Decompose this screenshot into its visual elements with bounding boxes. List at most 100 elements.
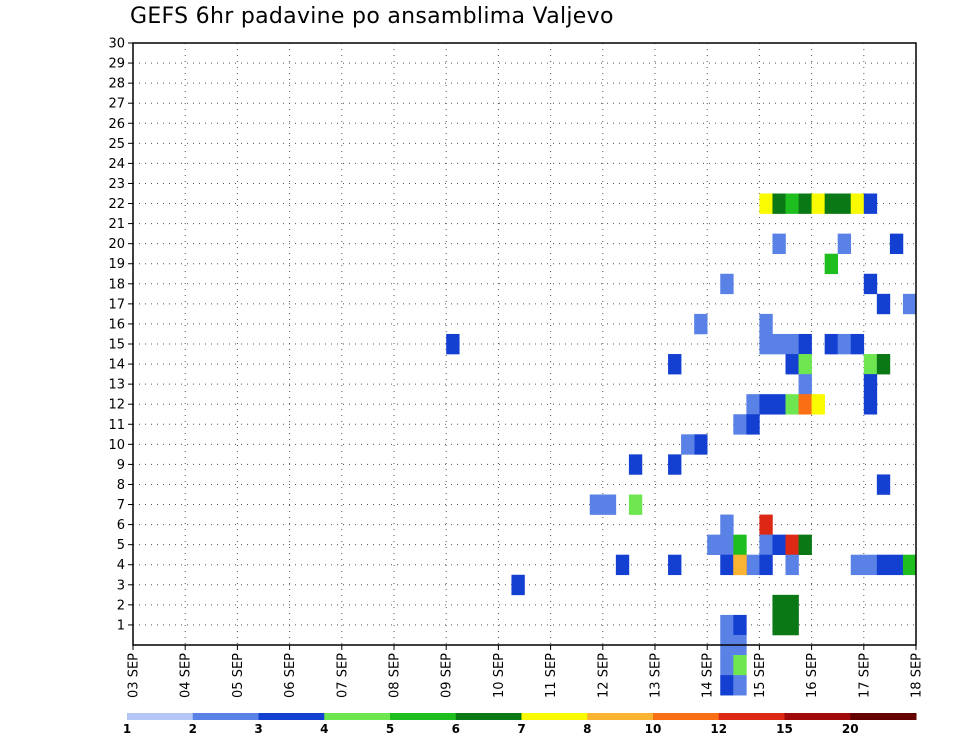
heatmap-cell — [733, 614, 747, 636]
heatmap-cell — [902, 554, 917, 576]
x-tick-label: 11 SEP — [544, 653, 559, 698]
colorbar-swatch — [784, 713, 851, 720]
heatmap-cell — [837, 193, 852, 214]
heatmap-cell — [759, 333, 773, 355]
colorbar-swatch — [521, 713, 588, 720]
heatmap-cell — [798, 534, 812, 555]
heatmap-cell — [694, 313, 708, 335]
heatmap-cell — [785, 614, 799, 636]
heatmap-cell — [628, 494, 643, 515]
heatmap-cell — [889, 233, 904, 254]
colorbar-swatch — [718, 713, 785, 720]
y-tick-label: 22 — [108, 197, 125, 212]
x-tick-label: 12 SEP — [596, 653, 611, 698]
x-tick-label: 14 SEP — [701, 653, 716, 698]
y-tick-label: 23 — [108, 177, 125, 192]
colorbar-label: 3 — [254, 722, 262, 736]
y-tick-label: 16 — [108, 317, 125, 332]
y-tick-label: 7 — [117, 498, 125, 513]
y-tick-label: 10 — [108, 438, 125, 453]
heatmap-cell — [798, 374, 812, 395]
y-tick-label: 25 — [108, 137, 125, 152]
heatmap-cell — [824, 253, 838, 275]
heatmap-cell — [668, 454, 682, 475]
y-tick-label: 19 — [108, 257, 125, 272]
y-tick-label: 13 — [108, 378, 125, 393]
y-tick-label: 11 — [108, 418, 125, 433]
y-tick-label: 6 — [117, 518, 125, 533]
y-tick-label: 30 — [108, 37, 125, 52]
colorbar-label: 12 — [710, 722, 727, 736]
heatmap-cell — [511, 574, 525, 596]
colorbar-swatch — [127, 713, 194, 720]
y-tick-label: 1 — [117, 618, 125, 633]
heatmap-cell — [772, 594, 786, 616]
heatmap-cell — [602, 494, 617, 515]
colorbar-label: 4 — [320, 722, 328, 736]
x-tick-label: 08 SEP — [388, 653, 403, 698]
heatmap-cell — [733, 554, 747, 576]
y-tick-label: 2 — [117, 598, 125, 613]
x-tick-label: 16 SEP — [805, 653, 820, 698]
heatmap-cell — [863, 273, 878, 295]
x-tick-label: 17 SEP — [857, 653, 872, 698]
heatmap-cell — [720, 655, 734, 676]
heatmap-cell — [785, 534, 799, 555]
heatmap-cell — [876, 354, 891, 375]
y-axis: 1234567891011121314151617181920212223242… — [108, 37, 133, 633]
heatmap-cell — [785, 354, 799, 375]
x-tick-label: 04 SEP — [179, 653, 194, 698]
heatmap-cell — [863, 354, 878, 375]
heatmap-cell — [889, 554, 904, 576]
x-tick-label: 06 SEP — [283, 653, 298, 698]
heatmap-cell — [733, 414, 747, 435]
heatmap-cell — [772, 233, 786, 254]
x-tick-label: 18 SEP — [910, 653, 925, 698]
heatmap-cell — [837, 333, 852, 355]
heatmap-cell — [837, 233, 852, 254]
heatmap-cell — [628, 454, 643, 475]
cells-layer — [446, 193, 917, 696]
y-tick-label: 3 — [117, 578, 125, 593]
y-tick-label: 24 — [108, 157, 125, 172]
heatmap-cell — [785, 594, 799, 616]
heatmap-cell — [798, 354, 812, 375]
y-tick-label: 5 — [117, 538, 125, 553]
heatmap-cell — [824, 333, 838, 355]
heatmap-cell — [746, 414, 760, 435]
heatmap-cell — [772, 614, 786, 636]
heatmap-cell — [798, 333, 812, 355]
heatmap-cell — [707, 534, 721, 555]
heatmap-cell — [668, 554, 682, 576]
heatmap-cell — [759, 394, 773, 415]
colorbar-label: 20 — [842, 722, 859, 736]
heatmap-cell — [759, 514, 773, 535]
y-tick-label: 9 — [117, 458, 125, 473]
x-tick-label: 09 SEP — [440, 653, 455, 698]
heatmap-cell — [876, 293, 891, 315]
colorbar-swatch — [455, 713, 522, 720]
colorbar-label: 1 — [123, 722, 131, 736]
y-tick-label: 29 — [108, 57, 125, 72]
x-tick-label: 05 SEP — [231, 653, 246, 698]
heatmap-cell — [733, 655, 747, 676]
heatmap-cell — [863, 193, 878, 214]
y-tick-label: 14 — [108, 358, 125, 373]
heatmap-cell — [876, 554, 891, 576]
heatmap-cell — [733, 534, 747, 555]
heatmap-cell — [759, 534, 773, 555]
y-tick-label: 17 — [108, 297, 125, 312]
heatmap-cell — [850, 554, 865, 576]
heatmap-cell — [785, 394, 799, 415]
colorbar-label: 10 — [645, 722, 662, 736]
y-tick-label: 27 — [108, 97, 125, 112]
heatmap-cell — [759, 554, 773, 576]
heatmap-cell — [759, 193, 773, 214]
heatmap-cell — [720, 554, 734, 576]
heatmap-cell — [772, 394, 786, 415]
colorbar-label: 15 — [776, 722, 793, 736]
x-tick-label: 03 SEP — [127, 653, 142, 698]
heatmap-cell — [615, 554, 630, 576]
y-tick-label: 26 — [108, 117, 125, 132]
